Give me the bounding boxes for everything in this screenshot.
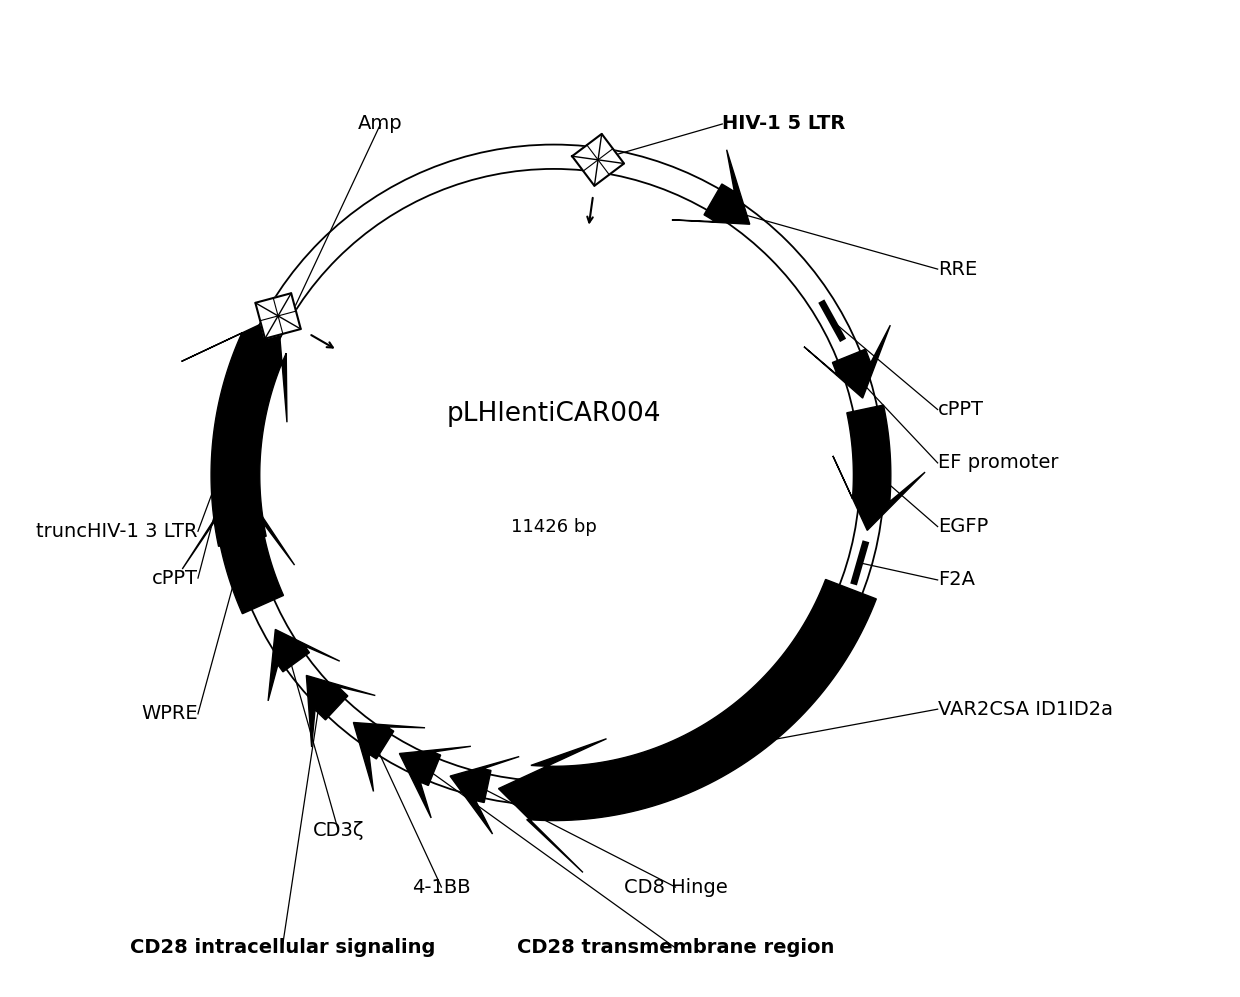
Text: Amp: Amp bbox=[358, 115, 403, 134]
Polygon shape bbox=[181, 316, 286, 546]
Text: CD28 transmembrane region: CD28 transmembrane region bbox=[517, 938, 835, 957]
Polygon shape bbox=[833, 405, 925, 530]
Text: CD28 intracellular signaling: CD28 intracellular signaling bbox=[129, 938, 435, 957]
Polygon shape bbox=[255, 293, 301, 339]
Text: 11426 bp: 11426 bp bbox=[511, 517, 596, 535]
Text: WPRE: WPRE bbox=[141, 704, 198, 724]
Polygon shape bbox=[182, 487, 295, 614]
Text: 4-1BB: 4-1BB bbox=[412, 877, 471, 896]
Text: EGFP: EGFP bbox=[937, 517, 988, 536]
Polygon shape bbox=[804, 325, 890, 398]
Polygon shape bbox=[399, 747, 471, 818]
Text: RRE: RRE bbox=[937, 259, 977, 278]
Polygon shape bbox=[450, 757, 520, 834]
Polygon shape bbox=[672, 150, 750, 224]
Text: CD8 Hinge: CD8 Hinge bbox=[624, 877, 728, 896]
Text: cPPT: cPPT bbox=[937, 400, 983, 419]
Text: F2A: F2A bbox=[937, 570, 975, 589]
Text: EF promoter: EF promoter bbox=[937, 454, 1058, 473]
Polygon shape bbox=[306, 675, 376, 747]
Polygon shape bbox=[353, 723, 425, 792]
Polygon shape bbox=[498, 579, 877, 872]
Polygon shape bbox=[268, 629, 340, 701]
Text: VAR2CSA ID1ID2a: VAR2CSA ID1ID2a bbox=[937, 700, 1112, 719]
Text: CD3ζ: CD3ζ bbox=[312, 822, 365, 840]
Polygon shape bbox=[572, 134, 624, 185]
Text: truncHIV-1 3 LTR: truncHIV-1 3 LTR bbox=[36, 521, 198, 540]
Text: HIV-1 5 LTR: HIV-1 5 LTR bbox=[722, 115, 846, 134]
Text: cPPT: cPPT bbox=[153, 568, 198, 587]
Text: pLHlentiCAR004: pLHlentiCAR004 bbox=[446, 401, 661, 428]
